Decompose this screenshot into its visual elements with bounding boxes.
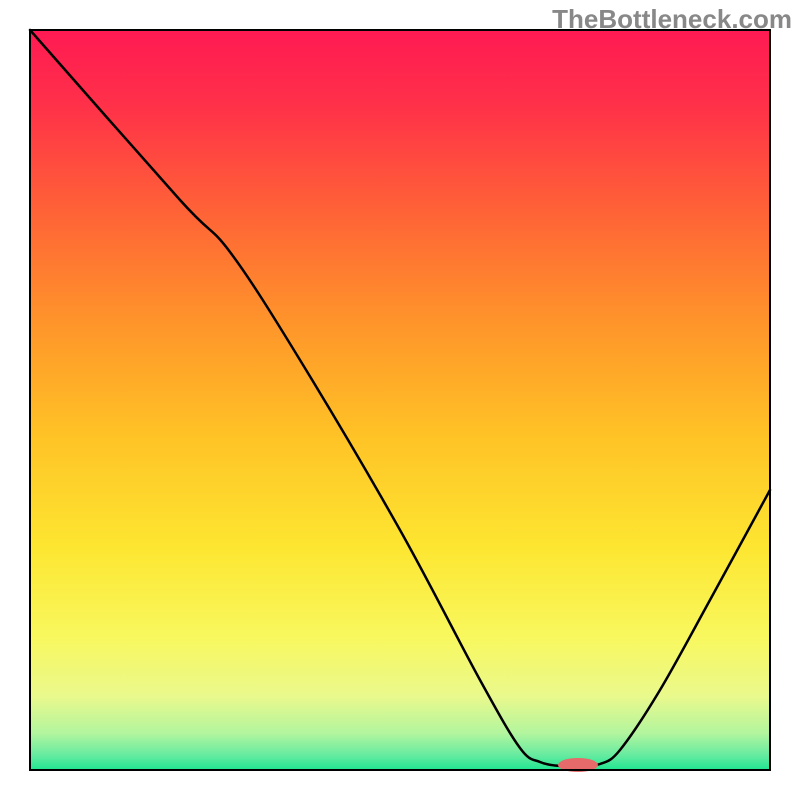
watermark-text: TheBottleneck.com [552,4,792,35]
chart-container: TheBottleneck.com [0,0,800,800]
plot-background [30,30,770,770]
bottleneck-chart [0,0,800,800]
